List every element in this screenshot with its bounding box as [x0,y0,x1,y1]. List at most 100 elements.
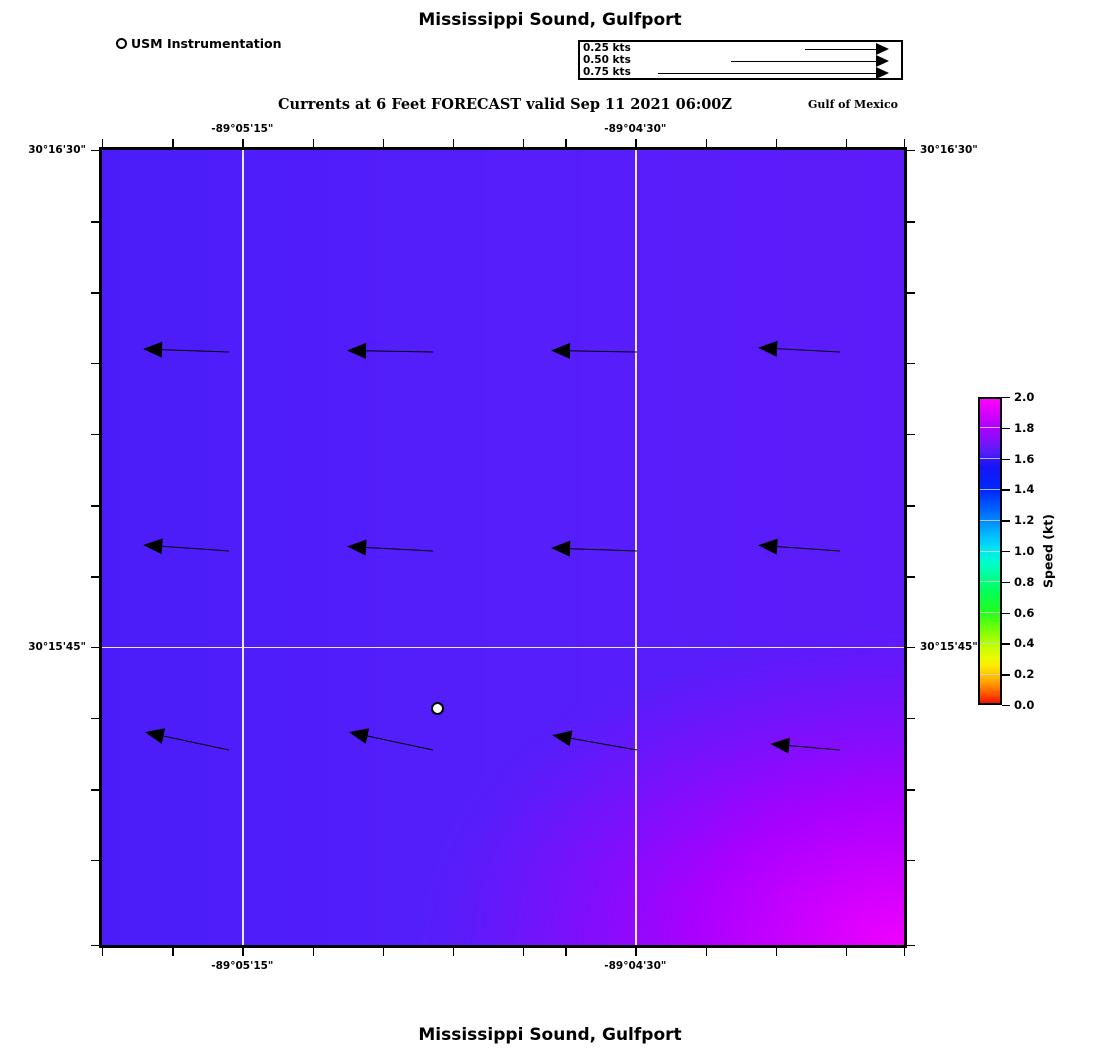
axis-tick [91,150,99,152]
axis-tick [705,139,707,147]
axis-tick [523,139,525,147]
axis-tick-label: -89°04'30" [604,960,667,972]
colorbar-tick-label: 1.8 [1014,420,1035,435]
colorbar-tick [1002,520,1010,522]
axis-tick [775,948,778,956]
axis-tick [565,139,567,147]
colorbar-tick-label: 1.6 [1014,451,1035,466]
current-vector-head-icon [550,539,571,557]
axis-tick [904,139,906,147]
colorbar-tick [1002,674,1010,676]
usm-station-marker[interactable] [430,701,444,715]
axis-tick-label: 30°16'30" [920,144,978,156]
colorbar-tick [1002,705,1010,707]
current-vector-head-icon [346,538,367,556]
colorbar-tick-label: 1.2 [1014,513,1035,528]
current-vector-head-icon [550,342,571,359]
scale-legend-arrow-shaft [731,61,878,62]
colorbar-gridline [980,642,1000,644]
axis-tick [845,948,848,956]
current-vector-head-icon [347,342,367,359]
colorbar-tick-label: 1.0 [1014,544,1035,558]
current-vector-head-icon [142,536,163,554]
axis-tick [91,945,99,947]
axis-tick-label: -89°05'15" [211,960,274,972]
axis-tick [382,139,385,147]
axis-tick [452,139,455,147]
station-legend: USM Instrumentation [116,36,282,51]
axis-tick [242,948,244,956]
colorbar-gridline [980,673,1000,675]
axis-tick [907,292,915,294]
axis-tick-label: -89°05'15" [211,123,274,135]
station-legend-label: USM Instrumentation [131,36,282,51]
colorbar-title: Speed (kt) [1040,514,1056,588]
axis-tick [907,945,915,947]
colorbar-tick [1002,612,1010,614]
scale-legend-arrow-shaft [804,49,878,50]
speed-field-canvas [102,150,904,945]
axis-tick [91,646,99,649]
axis-tick [907,717,915,720]
axis-tick [907,789,915,791]
axis-tick [91,221,99,223]
colorbar-tick-label: 0.8 [1014,574,1035,589]
axis-tick [172,948,174,956]
current-vector-arrow [347,342,434,359]
forecast-subtitle: Currents at 6 Feet FORECAST valid Sep 11… [278,96,732,113]
axis-tick [91,292,99,294]
axis-tick [91,576,99,578]
colorbar-tick-label: 0.4 [1014,636,1035,651]
axis-tick [904,948,906,956]
current-vector-head-icon [769,736,790,754]
colorbar-gridline [980,458,1000,460]
axis-tick [91,789,99,791]
axis-tick [452,948,455,956]
axis-tick [91,363,99,365]
colorbar-tick-label: 1.4 [1014,482,1035,497]
axis-tick [907,363,915,365]
axis-tick-label: 30°16'30" [28,144,86,156]
colorbar-tick-label: 0.6 [1014,605,1035,620]
scale-legend-label: 0.25 kts [583,42,631,54]
axis-tick [907,433,915,436]
axis-tick [635,139,637,147]
current-speed-map[interactable] [99,147,907,948]
axis-tick [523,948,525,956]
axis-tick-label: 30°15'45" [28,640,86,653]
colorbar-gridline [980,427,1000,429]
axis-tick [565,948,567,956]
current-vector-arrow [142,340,229,360]
scale-legend-label: 0.50 kts [583,54,631,66]
scale-legend-arrow-shaft [658,73,878,74]
colorbar-tick [1002,643,1010,645]
current-vector-head-icon [142,340,163,358]
page-title: Mississippi Sound, Gulfport [418,10,682,30]
axis-tick [91,859,99,862]
scale-legend-arrow-head-icon [876,55,889,67]
axis-tick [102,139,104,147]
scale-legend-row: 0.25 kts [580,42,901,55]
axis-tick [845,139,848,147]
colorbar-strip [978,397,1002,705]
graticule-line-vertical [635,150,637,945]
axis-tick [91,505,99,507]
colorbar-tick [1002,427,1010,430]
colorbar-gridline [980,488,1000,490]
colorbar-tick [1002,458,1010,460]
colorbar-tick-label: 2.0 [1014,390,1035,404]
axis-tick [907,859,915,862]
axis-tick [907,221,915,223]
scale-legend-arrow-head-icon [876,43,889,55]
colorbar-gridline [980,612,1000,614]
axis-tick [907,505,915,507]
colorbar-tick [1002,489,1010,491]
axis-tick [242,139,244,147]
scale-legend-row: 0.50 kts [580,54,901,67]
axis-tick-label: 30°15'45" [920,640,978,653]
axis-tick [312,139,314,147]
colorbar-gridline [980,581,1000,583]
axis-tick [907,150,915,152]
axis-tick [91,717,99,720]
axis-tick [91,433,99,436]
